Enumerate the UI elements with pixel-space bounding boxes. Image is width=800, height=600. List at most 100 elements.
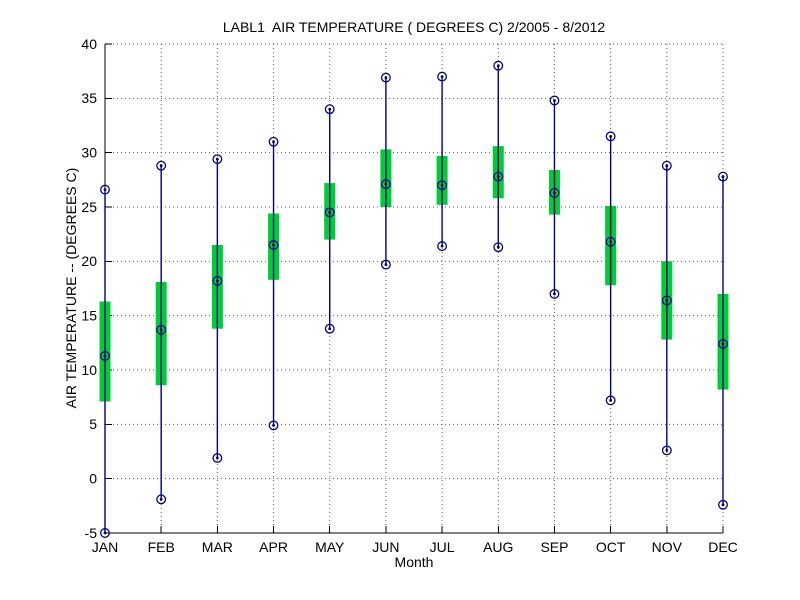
y-tick-label: 10 <box>81 362 97 378</box>
mean-marker-dot <box>496 175 500 178</box>
x-tick-label: MAR <box>202 539 233 555</box>
month-series-FEB <box>155 160 167 505</box>
month-series-JUL <box>436 71 448 252</box>
mean-marker <box>324 207 335 218</box>
x-axis-label: Month <box>395 554 434 570</box>
x-tick-label: DEC <box>708 539 738 555</box>
max-marker-dot <box>609 134 613 138</box>
y-tick-label: 25 <box>81 199 97 215</box>
month-series-APR <box>268 136 280 431</box>
month-series-NOV <box>661 160 673 456</box>
max-marker-dot <box>272 140 275 144</box>
month-series-AUG <box>492 60 504 253</box>
mean-marker-dot <box>665 299 669 302</box>
series <box>99 60 729 538</box>
x-tick-label: OCT <box>596 539 626 555</box>
max-marker <box>437 71 448 82</box>
month-series-MAR <box>211 154 223 463</box>
min-marker-dot <box>159 497 163 501</box>
x-tick-label: APR <box>259 539 288 555</box>
max-marker-dot <box>384 76 388 80</box>
grid-lines <box>104 43 724 534</box>
chart-title: LABL1 AIR TEMPERATURE ( DEGREES C) 2/200… <box>223 19 606 35</box>
mean-marker-dot <box>440 183 444 187</box>
month-series-JAN <box>99 184 111 538</box>
mean-marker-dot <box>721 342 725 346</box>
min-marker <box>380 259 391 270</box>
min-marker <box>718 499 728 510</box>
y-tick-label: 15 <box>81 308 97 324</box>
mean-marker <box>100 350 110 361</box>
mean-marker-dot <box>215 279 219 283</box>
max-marker-dot <box>440 75 444 78</box>
max-marker <box>549 95 560 106</box>
mean-marker <box>268 240 279 250</box>
max-marker <box>100 184 110 195</box>
x-tick-label: NOV <box>652 539 683 555</box>
max-marker <box>605 131 616 142</box>
max-marker <box>661 160 672 171</box>
mean-marker <box>549 187 560 198</box>
y-tick-label: 0 <box>89 471 97 487</box>
mean-marker-dot <box>384 182 388 186</box>
min-marker-dot <box>103 531 107 535</box>
mean-marker-dot <box>609 240 613 244</box>
min-marker <box>100 528 110 538</box>
min-marker <box>437 241 448 252</box>
min-marker-dot <box>328 327 332 331</box>
min-marker <box>324 323 335 334</box>
max-marker-dot <box>328 107 332 111</box>
min-marker <box>212 453 223 463</box>
month-series-MAY <box>324 104 336 334</box>
y-tick-label: 30 <box>81 145 97 161</box>
y-axis-label: AIR TEMPERATURE -- (DEGREES C) <box>63 168 79 409</box>
max-marker-dot <box>496 64 500 68</box>
min-marker-dot <box>384 263 388 266</box>
y-tick-label: 5 <box>89 416 97 432</box>
month-series-SEP <box>548 95 560 299</box>
max-marker <box>324 104 335 115</box>
y-tick-label: 20 <box>81 253 97 269</box>
mean-marker-dot <box>272 243 275 247</box>
max-marker-dot <box>159 164 163 168</box>
x-tick-label: FEB <box>148 539 175 555</box>
mean-marker <box>718 338 728 349</box>
x-tick-label: JUL <box>430 539 455 555</box>
month-series-OCT <box>605 131 617 406</box>
min-marker-dot <box>272 424 275 427</box>
max-marker <box>493 60 504 71</box>
mean-marker <box>437 180 448 191</box>
min-marker-dot <box>215 456 219 460</box>
mean-marker <box>380 179 391 190</box>
mean-marker-dot <box>328 211 332 214</box>
mean-marker-dot <box>159 328 163 332</box>
mean-marker-dot <box>103 354 107 358</box>
mean-marker <box>605 236 616 247</box>
mean-marker <box>156 324 167 335</box>
max-marker-dot <box>103 188 107 192</box>
mean-marker-dot <box>553 191 556 195</box>
min-marker-dot <box>440 244 444 248</box>
month-series-JUN <box>380 72 392 270</box>
min-marker <box>605 395 616 406</box>
min-marker <box>661 445 672 456</box>
month-series-DEC <box>717 171 729 510</box>
max-marker-dot <box>215 157 219 161</box>
max-marker <box>268 136 279 147</box>
max-marker-dot <box>721 175 725 178</box>
min-marker-dot <box>665 449 669 452</box>
min-marker-dot <box>609 399 613 402</box>
min-marker-dot <box>496 245 500 249</box>
mean-marker <box>212 275 223 286</box>
y-tick-label: 35 <box>81 90 97 106</box>
min-marker-dot <box>553 292 556 296</box>
y-tick-label: -5 <box>85 525 98 541</box>
mean-marker <box>493 171 504 182</box>
axes <box>104 43 724 534</box>
min-marker <box>268 420 279 431</box>
min-marker <box>156 494 167 505</box>
max-marker-dot <box>665 164 669 168</box>
